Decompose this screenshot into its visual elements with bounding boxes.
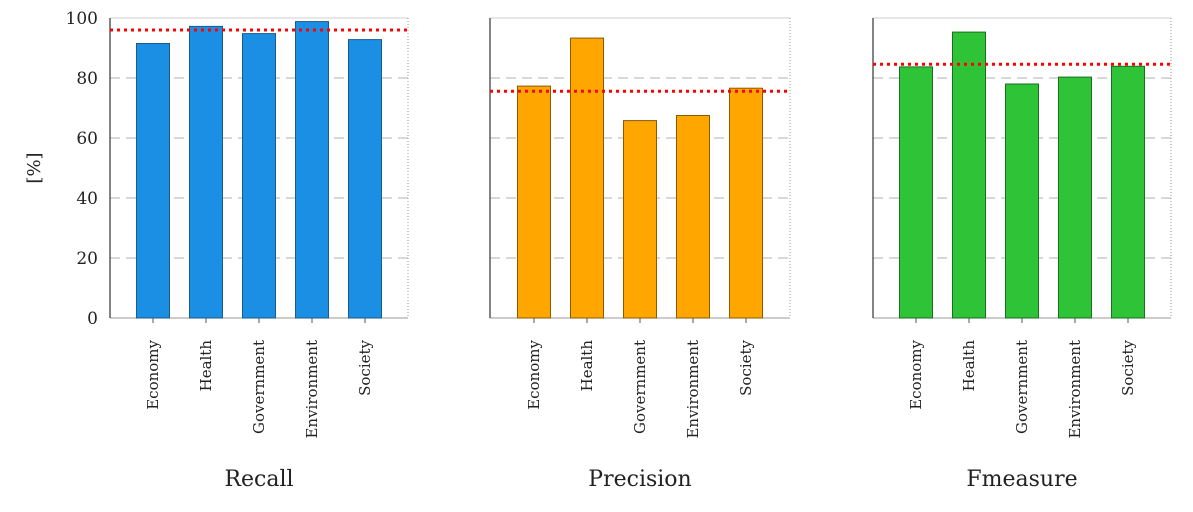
y-tick-label: 40 (76, 189, 98, 209)
bar (1005, 83, 1039, 319)
y-tick-label: 100 (66, 9, 98, 29)
panel-title: Precision (588, 467, 691, 492)
x-tick-label: Environment (1066, 340, 1084, 439)
bar (899, 66, 933, 319)
x-tick-label: Society (737, 339, 755, 395)
bar (189, 25, 223, 319)
y-tick-label: 20 (76, 249, 98, 269)
x-tick-label: Society (356, 339, 374, 395)
panel-title: Fmeasure (966, 467, 1077, 492)
chart-panel-fmeasure: Economy Health Government Environment Societ… (872, 17, 1172, 492)
y-tick-label: 60 (76, 129, 98, 149)
x-tick-label: Environment (303, 340, 321, 439)
x-tick-label: Government (631, 340, 649, 434)
bar (242, 33, 276, 319)
x-tick-label: Government (1013, 340, 1031, 434)
y-tick-label: 80 (76, 69, 98, 89)
chart-panel-precision: Economy Health Government Environment Societ… (489, 17, 791, 492)
bar (1058, 76, 1092, 319)
bar (517, 85, 551, 319)
x-tick-label: Society (1119, 339, 1137, 395)
y-axis-label: [%] (24, 152, 45, 183)
bar (348, 39, 382, 319)
x-tick-label: Government (250, 340, 268, 434)
x-tick-label: Health (960, 340, 978, 392)
x-tick-label: Health (578, 340, 596, 392)
chart-panel-recall: 0 20 40 60 80 100 Economy Health Government Envir… (66, 9, 409, 492)
panel-title: Recall (224, 467, 293, 492)
bar (1111, 65, 1145, 319)
x-tick-label: Economy (525, 339, 543, 409)
bar (136, 43, 170, 319)
x-tick-label: Environment (684, 340, 702, 439)
bar (295, 21, 329, 319)
bar (623, 120, 657, 319)
x-tick-label: Health (197, 340, 215, 392)
bar (952, 31, 986, 319)
x-tick-label: Economy (907, 339, 925, 409)
bar (570, 37, 604, 319)
bar (676, 115, 710, 319)
bar (729, 87, 763, 319)
y-tick-label: 0 (87, 309, 98, 329)
x-tick-label: Economy (144, 339, 162, 409)
